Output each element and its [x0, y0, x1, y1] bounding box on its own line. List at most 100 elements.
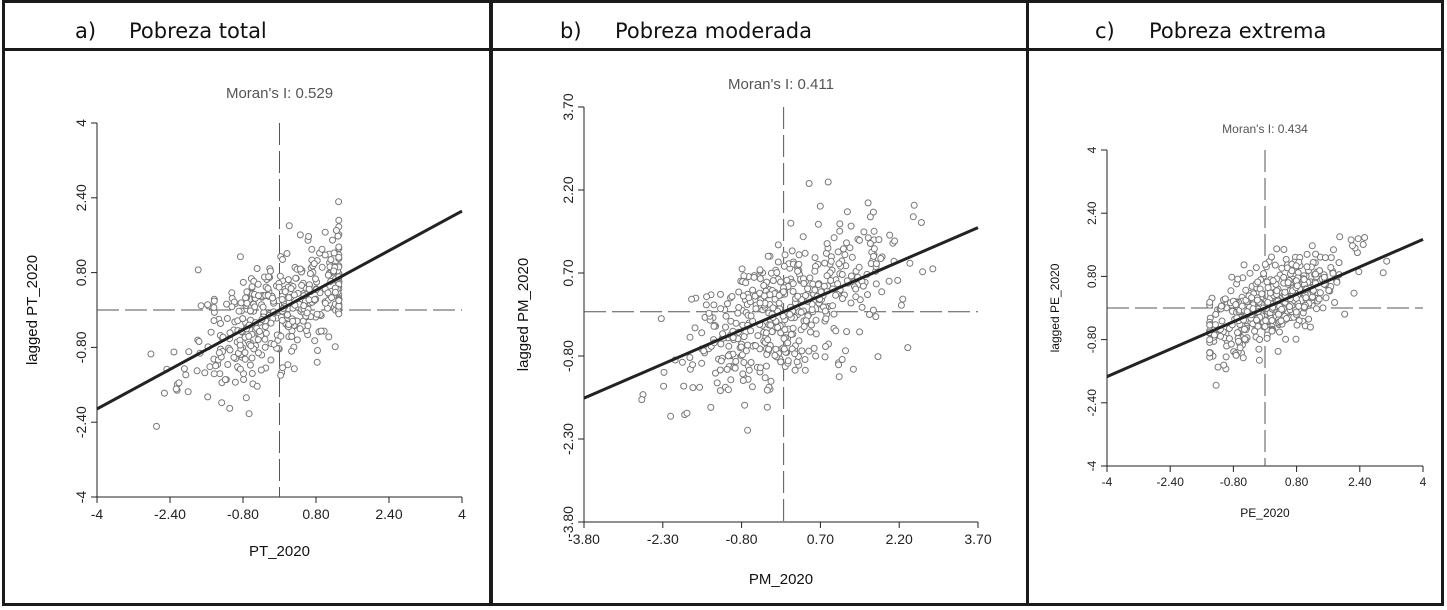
data-point — [248, 370, 256, 377]
data-point — [789, 324, 797, 332]
data-point — [814, 220, 822, 228]
y-tick-label: -2.30 — [560, 423, 576, 455]
data-point — [667, 412, 675, 420]
data-point — [732, 357, 740, 365]
data-point — [1288, 267, 1296, 275]
data-point — [846, 244, 854, 252]
data-point — [894, 276, 902, 284]
data-point — [206, 363, 214, 371]
data-point — [843, 239, 850, 247]
data-point — [335, 297, 343, 305]
data-point — [777, 358, 785, 366]
panel-c-header: c) Pobreza extrema — [1029, 3, 1441, 51]
data-point — [288, 347, 296, 355]
data-point — [335, 216, 343, 224]
y-tick-label: -4 — [1085, 460, 1099, 471]
data-point — [1241, 325, 1248, 333]
data-point — [1217, 332, 1224, 340]
data-point — [160, 389, 168, 397]
data-point — [702, 301, 710, 309]
data-point — [784, 357, 792, 365]
data-point — [1206, 321, 1214, 329]
data-point — [763, 403, 771, 411]
x-tick-label: -4 — [91, 506, 104, 522]
data-point — [860, 228, 868, 236]
data-point — [809, 280, 817, 288]
data-point — [910, 201, 918, 209]
data-point — [312, 275, 319, 283]
data-point — [739, 292, 747, 300]
data-point — [680, 382, 688, 390]
data-point — [917, 219, 925, 226]
data-point — [836, 220, 844, 228]
data-point — [318, 263, 326, 271]
data-point — [762, 362, 770, 370]
data-point — [1269, 277, 1277, 285]
data-point — [259, 303, 267, 311]
data-point — [919, 268, 927, 276]
data-point — [774, 258, 782, 266]
data-point — [226, 404, 234, 412]
y-tick-label: 2.40 — [1085, 201, 1099, 225]
data-point — [1281, 288, 1289, 296]
data-point — [842, 347, 849, 355]
data-point — [899, 295, 907, 303]
data-point — [870, 245, 878, 253]
panel-a-header: a) Pobreza total — [5, 3, 489, 51]
regression-line — [1106, 238, 1424, 378]
data-point — [1268, 317, 1276, 324]
data-point — [802, 317, 810, 325]
data-point — [728, 293, 736, 300]
data-point — [221, 376, 229, 384]
data-point — [224, 361, 232, 368]
data-point — [261, 343, 269, 351]
data-point — [284, 276, 292, 284]
y-axis-title: lagged PE_2020 — [1048, 263, 1062, 352]
data-point — [248, 283, 256, 291]
panel-b-letter: b) — [560, 19, 582, 43]
data-point — [801, 366, 809, 374]
data-point — [780, 288, 787, 296]
y-tick-label: -2.40 — [1085, 389, 1099, 417]
x-tick-label: -4 — [1102, 475, 1113, 489]
y-tick-label: 0.80 — [73, 259, 89, 286]
data-point — [285, 294, 293, 302]
moran-annotation: Moran's I: 0.411 — [728, 76, 834, 93]
data-point — [827, 257, 835, 265]
y-axis-title: lagged PT_2020 — [24, 255, 41, 365]
data-point — [305, 296, 313, 304]
data-point — [147, 350, 155, 358]
data-point — [1333, 278, 1341, 286]
data-point — [717, 305, 725, 313]
data-point — [767, 321, 775, 329]
data-point — [1217, 302, 1225, 310]
data-point — [791, 366, 799, 374]
data-point — [290, 365, 298, 373]
data-point — [660, 368, 668, 376]
data-point — [331, 343, 339, 351]
data-point — [1330, 246, 1337, 254]
data-point — [691, 324, 699, 332]
data-point — [241, 355, 249, 363]
data-point — [251, 303, 259, 311]
data-point — [172, 385, 180, 393]
data-point — [1253, 316, 1261, 324]
data-point — [246, 361, 254, 369]
data-point — [284, 361, 292, 369]
data-point — [1211, 321, 1219, 329]
data-point — [1210, 331, 1218, 339]
data-point — [722, 312, 730, 320]
data-point — [180, 365, 188, 373]
data-point — [1278, 305, 1286, 313]
data-point — [731, 364, 739, 372]
data-point — [864, 199, 872, 207]
y-tick-label: 4 — [73, 119, 89, 127]
data-point — [904, 344, 912, 352]
data-point — [279, 364, 287, 372]
data-point — [308, 245, 316, 253]
data-point — [228, 289, 236, 297]
data-point — [710, 322, 718, 330]
data-point — [740, 272, 748, 280]
panel-a-letter: a) — [75, 19, 97, 43]
data-point — [717, 357, 725, 365]
